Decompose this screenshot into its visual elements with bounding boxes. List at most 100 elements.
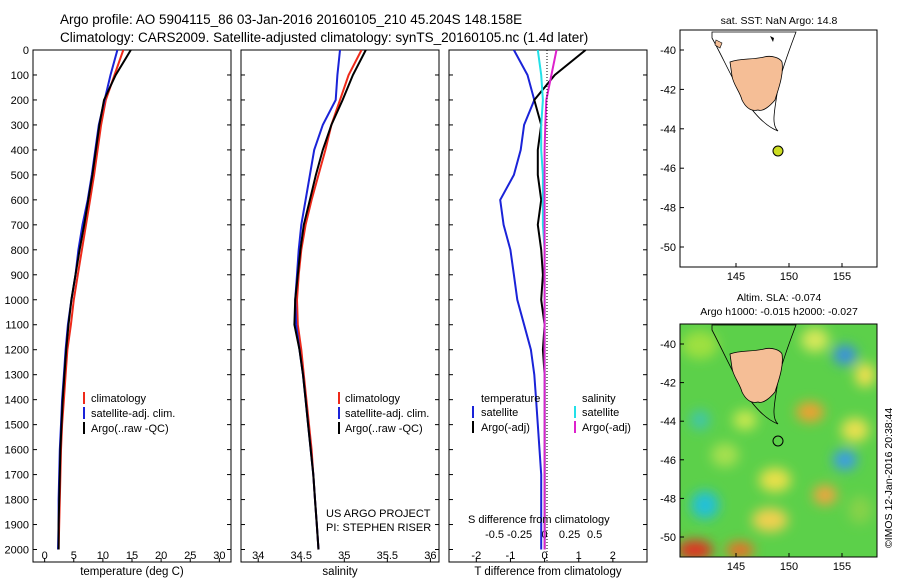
legend-label-satellite: satellite-adj. clim. (91, 408, 175, 420)
salinity-x-tick-label: 35.5 (377, 550, 398, 562)
difference-x-label: T difference from climatology (474, 566, 621, 578)
series-line-satellite-adj-clim- (294, 50, 341, 550)
temperature-x-tick-label: 20 (155, 550, 167, 562)
s-difference-tick-label: 0.25 (559, 529, 580, 541)
temperature-x-tick-label: 15 (126, 550, 138, 562)
temperature-x-label: temperature (deg C) (80, 566, 184, 578)
depth-tick-label: 1600 (5, 445, 29, 457)
island-land (714, 39, 723, 49)
map-lat-tick-label: -40 (660, 45, 676, 57)
temperature-legend: climatology satellite-adj. clim. Argo(..… (83, 392, 175, 435)
header-line-1: Argo profile: AO 5904115_86 03-Jan-2016 … (60, 12, 523, 27)
series-line-satellite-adj-clim- (57, 50, 119, 550)
salinity-x-label: salinity (322, 566, 357, 578)
project-note: US ARGO PROJECT (326, 508, 431, 520)
small-island (770, 36, 774, 42)
s-difference-tick-label: -0.25 (507, 529, 532, 541)
map-lat-tick-label: -44 (660, 124, 676, 136)
legend-title-salinity: salinity (582, 393, 616, 405)
legend-label-argo: Argo(..raw -QC) (345, 423, 423, 435)
map-lat-tick-label: -48 (660, 493, 676, 505)
depth-tick-label: 1500 (5, 420, 29, 432)
temperature-x-tick-label: 5 (71, 550, 77, 562)
map-lon-tick-label: 145 (727, 561, 745, 573)
map-lon-tick-label: 150 (780, 561, 798, 573)
depth-tick-label: 700 (11, 220, 29, 232)
legend-label-temp-argo: Argo(-adj) (481, 422, 530, 434)
depth-tick-label: 500 (11, 170, 29, 182)
legend-title-temperature: temperature (481, 393, 540, 405)
series-line-climatology (57, 50, 125, 550)
difference-x-tick-label: 2 (610, 550, 616, 562)
temperature-x-tick-label: 0 (42, 550, 48, 562)
legend-label-sal-argo: Argo(-adj) (582, 422, 631, 434)
map-lat-tick-label: -50 (660, 532, 676, 544)
map-lat-tick-label: -40 (660, 339, 676, 351)
map-lon-tick-label: 150 (780, 271, 798, 283)
depth-tick-label: 1800 (5, 495, 29, 507)
map-lon-tick-label: 155 (833, 561, 851, 573)
salinity-x-tick-label: 36 (424, 550, 436, 562)
sla-map-frame (679, 323, 878, 558)
header-line-2: Climatology: CARS2009. Satellite-adjuste… (60, 30, 589, 45)
series-line-argo-raw-qc- (57, 50, 132, 550)
temperature-x-tick-label: 30 (213, 550, 225, 562)
depth-tick-label: 600 (11, 195, 29, 207)
map-lat-tick-label: -46 (660, 163, 676, 175)
depth-tick-label: 300 (11, 120, 29, 132)
tasmania-land (729, 55, 783, 111)
imos-credit: ©IMOS 12-Jan-2016 20:38:44 (883, 408, 895, 548)
map-lon-tick-label: 155 (833, 271, 851, 283)
salinity-legend: climatology satellite-adj. clim. Argo(..… (326, 392, 431, 534)
legend-label-temp-satellite: satellite (481, 407, 518, 419)
map-lat-tick-label: -42 (660, 378, 676, 390)
series-line-temperature-satellite (499, 50, 543, 550)
s-difference-tick-label: 0.5 (587, 529, 602, 541)
legend-label-climatology: climatology (345, 393, 401, 405)
depth-tick-label: 2000 (5, 545, 29, 557)
sla-map-title-2: Argo h1000: -0.015 h2000: -0.027 (700, 306, 858, 318)
sst-map-coast (711, 31, 797, 132)
depth-tick-label: 1900 (5, 520, 29, 532)
map-lat-tick-label: -50 (660, 242, 676, 254)
legend-label-sal-satellite: satellite (582, 407, 619, 419)
depth-tick-label: 800 (11, 245, 29, 257)
depth-tick-label: 400 (11, 145, 29, 157)
sst-map-title: sat. SST: NaN Argo: 14.8 (721, 15, 838, 27)
salinity-x-tick-label: 34 (252, 550, 264, 562)
temperature-x-tick-label: 25 (184, 550, 196, 562)
difference-panel-frame (448, 49, 648, 563)
depth-tick-label: 1700 (5, 470, 29, 482)
depth-tick-label: 200 (11, 95, 29, 107)
series-line-climatology (295, 50, 363, 550)
sla-map-title-1: Altim. SLA: -0.074 (737, 292, 822, 304)
temperature-series-group (57, 50, 132, 550)
salinity-x-tick-label: 34.5 (291, 550, 312, 562)
series-line-salinity-argo-adj- (543, 50, 558, 550)
map-lon-tick-label: 145 (727, 271, 745, 283)
map-lat-tick-label: -46 (660, 455, 676, 467)
depth-tick-label: 900 (11, 270, 29, 282)
s-difference-label: S difference from climatology (468, 514, 610, 526)
difference-x-tick-label: 0 (542, 550, 548, 562)
legend-label-climatology: climatology (91, 393, 147, 405)
pi-note: PI: STEPHEN RISER (326, 522, 431, 534)
depth-tick-label: 100 (11, 70, 29, 82)
difference-series-group (499, 50, 587, 550)
argo-position-marker-sla (772, 435, 784, 447)
depth-tick-label: 1400 (5, 395, 29, 407)
depth-tick-label: 1000 (5, 295, 29, 307)
depth-tick-label: 1300 (5, 370, 29, 382)
map-lat-tick-label: -42 (660, 84, 676, 96)
salinity-series-group (293, 50, 367, 550)
series-line-argo-raw-qc- (293, 50, 367, 550)
map-lat-tick-label: -44 (660, 416, 676, 428)
map-lat-tick-label: -48 (660, 203, 676, 215)
depth-tick-label: 1100 (5, 320, 29, 332)
argo-position-marker (772, 145, 784, 157)
sla-field (680, 324, 877, 557)
legend-label-satellite: satellite-adj. clim. (345, 408, 429, 420)
depth-tick-label: 0 (23, 45, 29, 57)
depth-tick-label: 1200 (5, 345, 29, 357)
